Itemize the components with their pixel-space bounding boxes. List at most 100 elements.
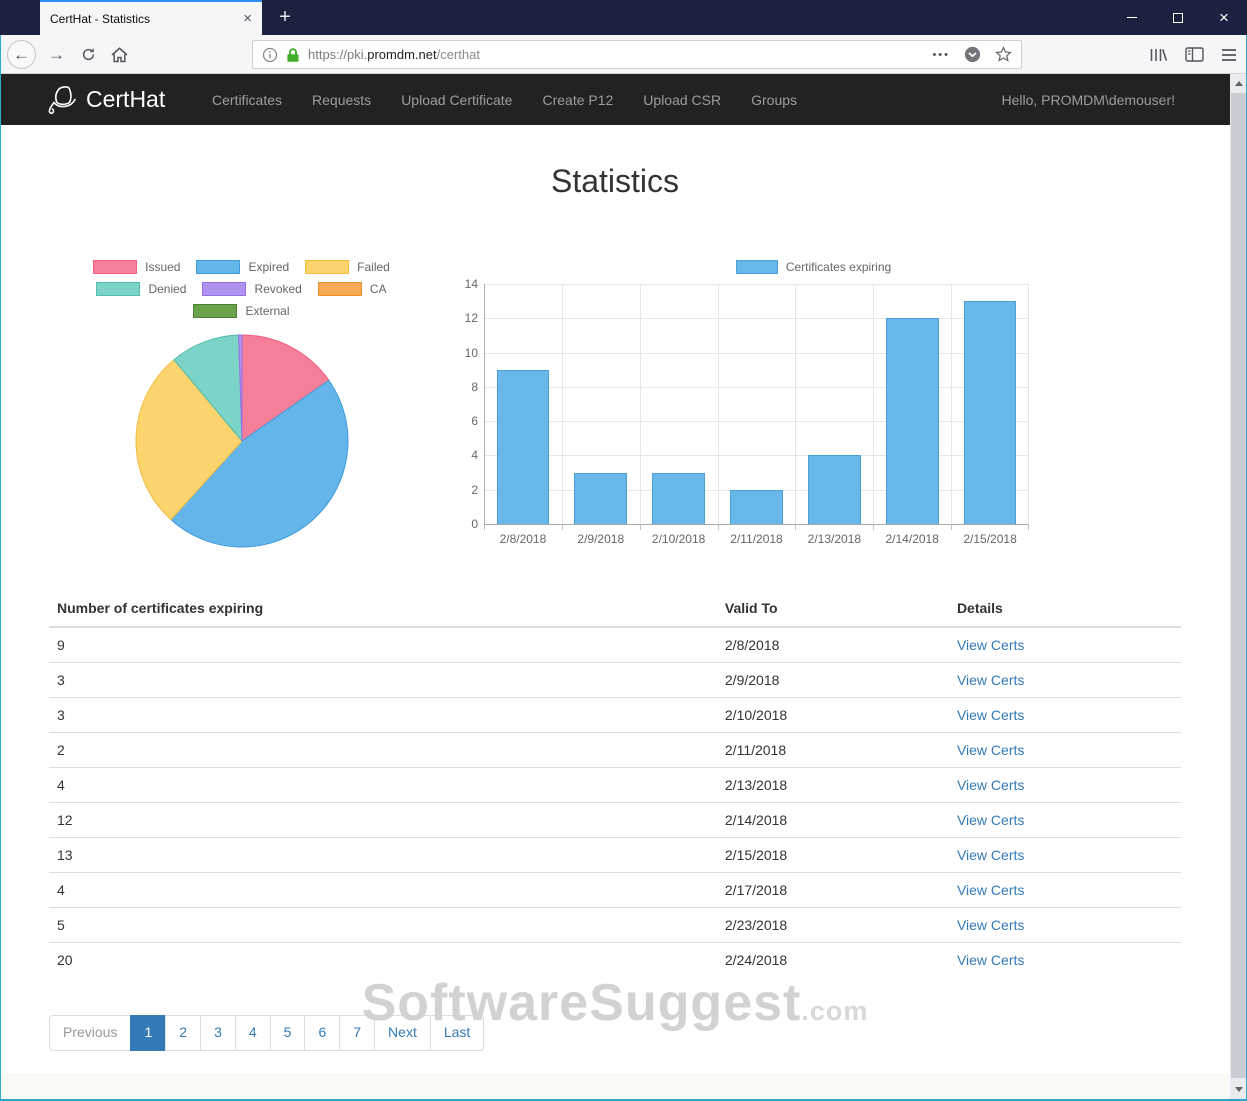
view-certs-link[interactable]: View Certs	[956, 952, 1025, 968]
brand[interactable]: CertHat	[44, 74, 165, 125]
view-certs-link[interactable]: View Certs	[956, 742, 1025, 758]
browser-tab[interactable]: CertHat - Statistics ×	[40, 0, 262, 35]
bar-2/8/2018[interactable]	[496, 369, 550, 524]
bar-chart-block: Certificates expiring 0 2 4 6 8 10 12 14 2/8/201…	[434, 260, 1181, 552]
page-5[interactable]: 5	[269, 1015, 306, 1051]
view-certs-link[interactable]: View Certs	[956, 847, 1025, 863]
window-controls: ×	[1109, 0, 1247, 35]
cell-valid-to: 2/13/2018	[716, 767, 949, 803]
view-certs-link[interactable]: View Certs	[956, 637, 1025, 653]
cell-details: View Certs	[948, 872, 1181, 908]
page-1[interactable]: 1	[130, 1015, 167, 1051]
bar-2/10/2018[interactable]	[652, 472, 706, 524]
vertical-scrollbar[interactable]	[1230, 74, 1247, 1099]
pie-legend-item-issued[interactable]: Issued	[93, 260, 180, 274]
expiry-table-body: 9 2/8/2018 View Certs 3 2/9/2018 View Certs 3 2…	[49, 627, 1181, 977]
secure-lock-icon[interactable]	[286, 47, 300, 63]
pie-slice-failed[interactable]	[135, 359, 243, 521]
pocket-icon[interactable]	[964, 46, 981, 63]
table-row: 4 2/13/2018 View Certs	[49, 767, 1181, 803]
reload-button[interactable]	[74, 40, 103, 69]
forward-button[interactable]: →	[48, 44, 65, 64]
url-bar[interactable]: https://pki.promdm.net/certhat •••	[252, 40, 1022, 69]
pie-legend-item-denied[interactable]: Denied	[96, 282, 186, 296]
bar-legend[interactable]: Certificates expiring	[446, 260, 1181, 274]
window-minimize-button[interactable]	[1109, 0, 1155, 35]
page-6[interactable]: 6	[304, 1015, 341, 1051]
bar-2/11/2018[interactable]	[730, 489, 783, 524]
x-axis-tick-label: 2/15/2018	[963, 532, 1017, 546]
cell-details: View Certs	[948, 732, 1181, 768]
pie-legend-item-failed[interactable]: Failed	[305, 260, 390, 274]
page-7[interactable]: 7	[339, 1015, 376, 1051]
cell-valid-to: 2/15/2018	[716, 837, 949, 873]
pie-legend-item-expired[interactable]: Expired	[196, 260, 289, 274]
x-axis-tickmark	[795, 524, 797, 530]
scroll-down-button[interactable]	[1230, 1081, 1247, 1098]
pie-slice-expired[interactable]	[169, 379, 348, 548]
pie-legend-item-revoked[interactable]: Revoked	[202, 282, 302, 296]
pie-slice-issued[interactable]	[241, 334, 330, 442]
cell-count: 2	[49, 732, 717, 768]
pie-chart[interactable]	[131, 330, 353, 552]
window-maximize-button[interactable]	[1155, 0, 1201, 35]
page-content: Statistics Issued Expired Failed Denied Revo…	[0, 125, 1230, 1099]
view-certs-link[interactable]: View Certs	[956, 917, 1025, 933]
pie-legend-item-external[interactable]: External	[193, 304, 290, 318]
navbar-item-create-p12[interactable]: Create P12	[542, 91, 614, 108]
navbar-menu: Certificates Requests Upload Certificate Cr…	[197, 74, 812, 125]
page-next[interactable]: Next	[374, 1015, 431, 1051]
bar-2/9/2018[interactable]	[574, 472, 628, 524]
legend-color-box	[202, 282, 247, 296]
navbar-item-upload-certificate[interactable]: Upload Certificate	[401, 91, 513, 108]
page-last[interactable]: Last	[429, 1015, 485, 1051]
pie-legend-item-ca[interactable]: CA	[317, 282, 387, 296]
scroll-up-button[interactable]	[1230, 75, 1247, 92]
table-row: 3 2/9/2018 View Certs	[49, 662, 1181, 698]
bar-2/13/2018[interactable]	[807, 455, 861, 524]
view-certs-link[interactable]: View Certs	[956, 672, 1025, 688]
bar-vgridline	[795, 284, 797, 524]
bookmark-star-icon[interactable]	[995, 46, 1012, 63]
new-tab-button[interactable]: +	[279, 6, 291, 28]
y-axis-tick-label: 2	[471, 482, 478, 497]
library-icon[interactable]	[1149, 47, 1168, 63]
page-2[interactable]: 2	[165, 1015, 202, 1051]
pie-slice-denied[interactable]	[172, 334, 243, 443]
cell-count: 13	[49, 837, 717, 873]
bar-legend-color-box	[735, 260, 778, 274]
view-certs-link[interactable]: View Certs	[956, 777, 1025, 793]
view-certs-link[interactable]: View Certs	[956, 812, 1025, 828]
y-axis-line	[484, 284, 485, 524]
page-3[interactable]: 3	[200, 1015, 236, 1051]
charts-row: Issued Expired Failed Denied Revoked CA Extern…	[49, 260, 1181, 552]
sidebar-icon[interactable]	[1185, 47, 1204, 62]
window-close-button[interactable]: ×	[1201, 0, 1247, 35]
bar-plot[interactable]: 0 2 4 6 8 10 12 14 2/8/2018 2/9/2018 2/10/2018 2/11…	[465, 277, 1029, 546]
tab-close-icon[interactable]: ×	[243, 10, 252, 27]
x-axis-tick-label: 2/14/2018	[885, 532, 939, 546]
page-previous[interactable]: Previous	[49, 1015, 132, 1051]
bar-2/14/2018[interactable]	[885, 318, 939, 524]
bar-2/15/2018[interactable]	[963, 301, 1017, 524]
navbar-item-upload-csr[interactable]: Upload CSR	[643, 91, 722, 108]
x-axis-tickmark	[951, 524, 953, 530]
scrollbar-thumb[interactable]	[1231, 93, 1246, 1078]
back-button[interactable]: ←	[7, 40, 36, 69]
legend-color-box	[93, 260, 138, 274]
hamburger-menu-icon[interactable]	[1221, 48, 1237, 62]
reload-icon	[82, 48, 95, 61]
page-4[interactable]: 4	[234, 1015, 271, 1051]
x-axis-tickmark	[1028, 524, 1029, 530]
page-actions-icon[interactable]: •••	[932, 48, 950, 61]
pie-slice-revoked[interactable]	[237, 334, 242, 442]
view-certs-link[interactable]: View Certs	[956, 882, 1025, 898]
page-info-icon[interactable]	[262, 47, 278, 63]
home-icon	[111, 46, 128, 62]
navbar-item-groups[interactable]: Groups	[751, 91, 798, 108]
navbar-item-requests[interactable]: Requests	[312, 91, 372, 108]
view-certs-link[interactable]: View Certs	[956, 707, 1025, 723]
navbar-item-certificates[interactable]: Certificates	[212, 91, 283, 108]
home-button[interactable]	[105, 40, 134, 69]
x-axis-tick-label: 2/10/2018	[651, 532, 706, 546]
